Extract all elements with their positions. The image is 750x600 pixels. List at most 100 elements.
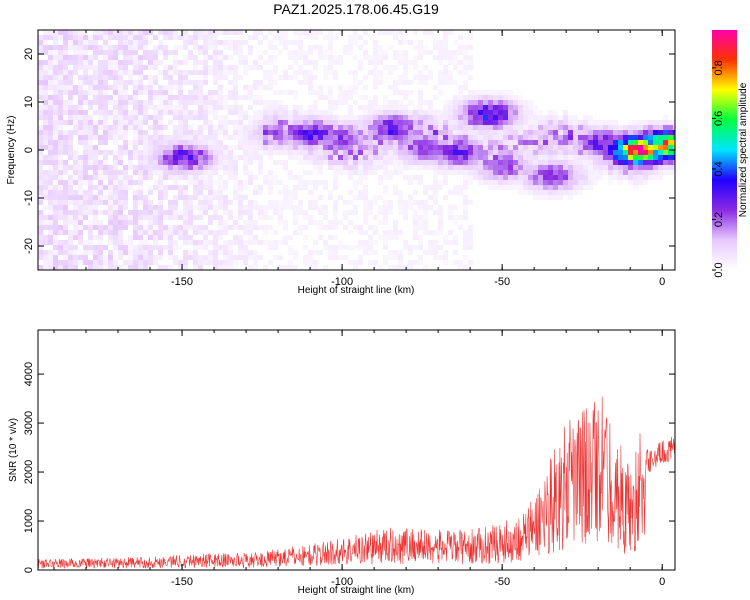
heatmap-cell bbox=[128, 235, 133, 240]
heatmap-cell bbox=[103, 95, 108, 100]
heatmap-cell bbox=[383, 160, 388, 165]
heatmap-cell bbox=[323, 95, 328, 100]
heatmap-cell bbox=[163, 110, 168, 115]
heatmap-cell bbox=[258, 225, 263, 230]
heatmap-cell bbox=[468, 230, 473, 235]
heatmap-cell bbox=[138, 225, 143, 230]
heatmap-cell bbox=[53, 120, 58, 125]
heatmap-cell bbox=[93, 260, 98, 265]
heatmap-cell bbox=[398, 140, 403, 145]
heatmap-cell bbox=[218, 250, 223, 255]
heatmap-cell bbox=[358, 115, 363, 120]
heatmap-cell bbox=[293, 115, 298, 120]
heatmap-cell bbox=[603, 155, 608, 160]
heatmap-cell bbox=[288, 235, 293, 240]
heatmap-cell bbox=[183, 155, 188, 160]
heatmap-cell bbox=[163, 210, 168, 215]
heatmap-cell bbox=[133, 150, 138, 155]
heatmap-cell bbox=[478, 125, 483, 130]
heatmap-cell bbox=[378, 75, 383, 80]
heatmap-cell bbox=[278, 110, 283, 115]
heatmap-cell bbox=[343, 50, 348, 55]
heatmap-cell bbox=[158, 195, 163, 200]
heatmap-cell bbox=[148, 55, 153, 60]
heatmap-cell bbox=[153, 240, 158, 245]
heatmap-cell bbox=[113, 65, 118, 70]
heatmap-cell bbox=[628, 160, 633, 165]
heatmap-cell bbox=[208, 170, 213, 175]
heatmap-cell bbox=[568, 125, 573, 130]
heatmap-cell bbox=[168, 200, 173, 205]
heatmap-cell bbox=[308, 35, 313, 40]
heatmap-cell bbox=[183, 130, 188, 135]
heatmap-cell bbox=[403, 160, 408, 165]
heatmap-cell bbox=[433, 185, 438, 190]
heatmap-cell bbox=[588, 135, 593, 140]
heatmap-cell bbox=[68, 175, 73, 180]
heatmap-cell bbox=[458, 225, 463, 230]
heatmap-cell bbox=[278, 50, 283, 55]
heatmap-cell bbox=[313, 220, 318, 225]
heatmap-cell bbox=[663, 145, 668, 150]
heatmap-cell bbox=[368, 205, 373, 210]
heatmap-cell bbox=[113, 170, 118, 175]
heatmap-cell bbox=[238, 55, 243, 60]
heatmap-cell bbox=[433, 40, 438, 45]
heatmap-cell bbox=[38, 135, 43, 140]
heatmap-cell bbox=[218, 150, 223, 155]
heatmap-cell bbox=[438, 50, 443, 55]
heatmap-cell bbox=[58, 105, 63, 110]
heatmap-cell bbox=[108, 255, 113, 260]
heatmap-cell bbox=[443, 130, 448, 135]
heatmap-cell bbox=[223, 165, 228, 170]
heatmap-cell bbox=[258, 110, 263, 115]
heatmap-cell bbox=[483, 105, 488, 110]
heatmap-cell bbox=[93, 215, 98, 220]
heatmap-cell bbox=[588, 180, 593, 185]
heatmap-cell bbox=[368, 70, 373, 75]
heatmap-cell bbox=[78, 120, 83, 125]
heatmap-cell bbox=[83, 30, 88, 35]
heatmap-cell bbox=[93, 225, 98, 230]
heatmap-cell bbox=[323, 130, 328, 135]
heatmap-cell bbox=[313, 90, 318, 95]
heatmap-cell bbox=[223, 205, 228, 210]
heatmap-cell bbox=[373, 260, 378, 265]
heatmap-cell bbox=[653, 145, 658, 150]
heatmap-cell bbox=[128, 250, 133, 255]
heatmap-cell bbox=[418, 175, 423, 180]
heatmap-cell bbox=[63, 230, 68, 235]
heatmap-cell bbox=[398, 250, 403, 255]
heatmap-cell bbox=[193, 190, 198, 195]
heatmap-cell bbox=[133, 70, 138, 75]
heatmap-cell bbox=[273, 45, 278, 50]
heatmap-cell bbox=[273, 110, 278, 115]
heatmap-cell bbox=[63, 255, 68, 260]
heatmap-cell bbox=[453, 65, 458, 70]
heatmap-cell bbox=[163, 45, 168, 50]
heatmap-cell bbox=[358, 190, 363, 195]
heatmap-cell bbox=[443, 155, 448, 160]
heatmap-cell bbox=[133, 205, 138, 210]
heatmap-cell bbox=[363, 185, 368, 190]
heatmap-cell bbox=[263, 175, 268, 180]
heatmap-cell bbox=[53, 185, 58, 190]
heatmap-cell bbox=[258, 40, 263, 45]
heatmap-cell bbox=[538, 135, 543, 140]
heatmap-cell bbox=[673, 170, 675, 175]
heatmap-cell bbox=[398, 155, 403, 160]
heatmap-cell bbox=[523, 160, 528, 165]
heatmap-cell bbox=[468, 245, 473, 250]
heatmap-cell bbox=[318, 205, 323, 210]
heatmap-cell bbox=[193, 110, 198, 115]
heatmap-cell bbox=[323, 155, 328, 160]
heatmap-cell bbox=[103, 155, 108, 160]
heatmap-cell bbox=[158, 185, 163, 190]
heatmap-cell bbox=[438, 205, 443, 210]
heatmap-cell bbox=[158, 150, 163, 155]
heatmap-cell bbox=[668, 155, 673, 160]
heatmap-cell bbox=[443, 35, 448, 40]
heatmap-cell bbox=[443, 150, 448, 155]
heatmap-cell bbox=[208, 140, 213, 145]
heatmap-cell bbox=[243, 225, 248, 230]
